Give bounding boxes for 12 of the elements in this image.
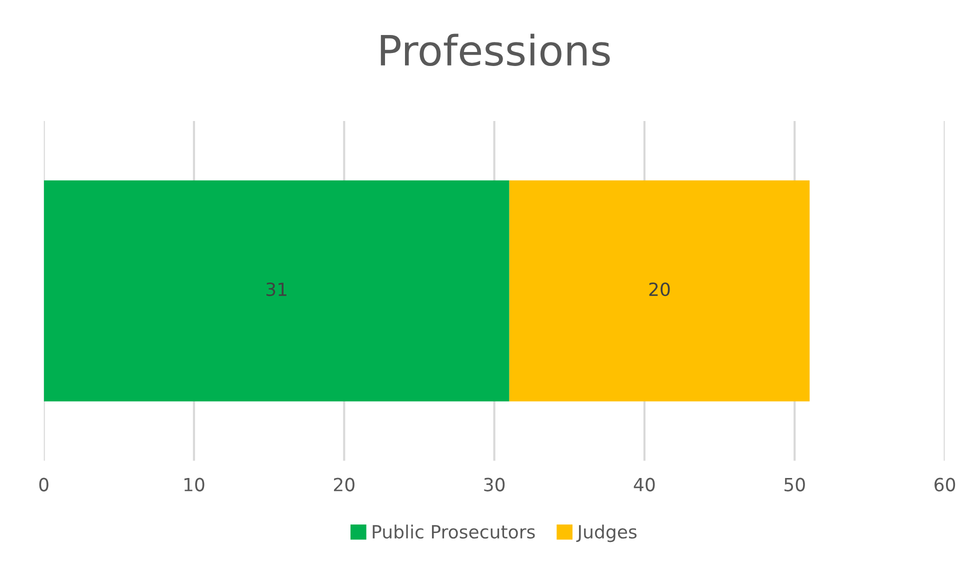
x-tick-label: 0: [39, 478, 48, 492]
x-tick-label: 10: [184, 478, 204, 492]
x-tick-label: 40: [634, 478, 655, 492]
data-label: 20: [649, 282, 670, 296]
chart-title: Professions: [380, 34, 610, 66]
legend-label: Judges: [576, 524, 637, 542]
x-tick-label: 60: [934, 478, 956, 492]
data-label: 31: [266, 282, 286, 296]
legend-label: Public Prosecutors: [372, 524, 535, 539]
x-tick-label: 30: [484, 478, 505, 492]
x-tick-label: 20: [334, 478, 354, 492]
x-tick-label: 50: [784, 478, 805, 492]
